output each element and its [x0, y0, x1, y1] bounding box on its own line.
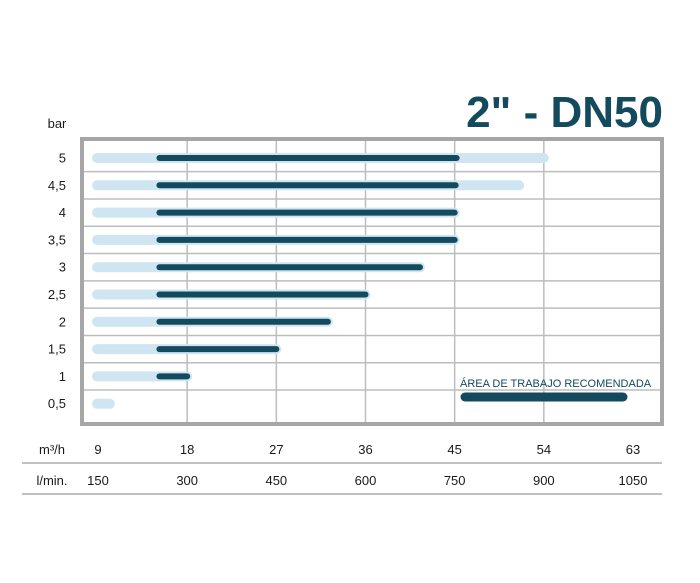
y-tick-labels: 5 4,5 4 3,5 3 2,5 2 1,5 1 0,5: [48, 151, 66, 412]
x-tick-label: 600: [355, 473, 377, 488]
y-tick-label: 3: [59, 260, 66, 275]
x-tick-label: 900: [533, 473, 555, 488]
y-tick-label: 1: [59, 369, 66, 384]
x-tick-label: 36: [358, 442, 372, 457]
x-tick-label: 450: [265, 473, 287, 488]
y-tick-label: 5: [59, 151, 66, 166]
chart-title: 2" - DN50: [466, 88, 663, 137]
y-tick-label: 3,5: [48, 232, 66, 247]
y-tick-label: 1,5: [48, 342, 66, 357]
x-tick-label: 18: [180, 442, 194, 457]
grid-layer: [82, 139, 662, 424]
x-tick-label: 150: [87, 473, 109, 488]
x-tick-label: 54: [537, 442, 551, 457]
x-axis-unit-label: l/min.: [36, 473, 67, 488]
x-axis-unit-label: m³/h: [39, 442, 65, 457]
plot-frame: [80, 137, 664, 426]
x-tick-label: 45: [447, 442, 461, 457]
legend-label: ÁREA DE TRABAJO RECOMENDADA: [460, 377, 652, 390]
x-tick-label: 27: [269, 442, 283, 457]
x-tick-label: 1050: [619, 473, 648, 488]
y-tick-label: 2,5: [48, 287, 66, 302]
legend: ÁREA DE TRABAJO RECOMENDADA: [460, 377, 652, 402]
x-tick-label: 63: [626, 442, 640, 457]
y-tick-label: 2: [59, 314, 66, 329]
x-tick-label: 9: [94, 442, 101, 457]
y-tick-label: 4,5: [48, 178, 66, 193]
y-axis-label: bar: [48, 116, 67, 131]
y-tick-label: 0,5: [48, 396, 66, 411]
x-tick-label: 300: [176, 473, 198, 488]
x-tick-label: 750: [444, 473, 466, 488]
x-axis-rows: m³/h 9 18 27 36 45 54 63 l/min. 150 300 450 600 750 90…: [22, 442, 662, 495]
y-tick-label: 4: [59, 205, 66, 220]
bars-layer: [92, 153, 549, 409]
